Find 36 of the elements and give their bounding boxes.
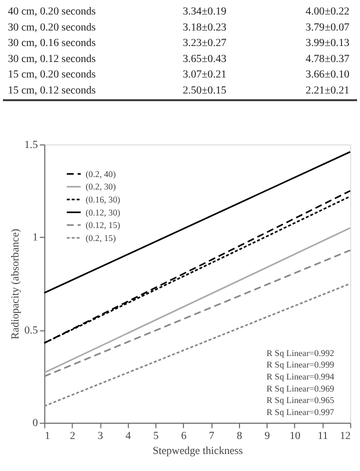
annotation: R Sq Linear=0.969 [266, 383, 335, 394]
x-tick-label: 5 [153, 430, 159, 442]
y-tick-label: 1 [32, 232, 38, 244]
text: 30 cm, 0.16 seconds 3.23±0.27 3.99±0.13 [8, 37, 350, 50]
annotation: R Sq Linear=0.997 [266, 406, 335, 417]
text: 40 cm, 0.20 seconds 3.34±0.19 4.00±0.22 [8, 6, 350, 18]
x-axis-title: Stepwedge thickness [152, 444, 243, 457]
legend-label: (0.2, 40) [86, 168, 116, 179]
x-tick-label: 9 [264, 430, 270, 442]
x-tick-label: 1 [44, 430, 50, 442]
x-tick-label: 7 [208, 430, 215, 442]
legend-label: (0.12, 15) [86, 220, 120, 230]
y-axis-title: Radiopacity (absorbance) [9, 228, 22, 340]
text: 30 cm, 0.20 seconds 3.18±0.23 3.79±0.07 [8, 21, 350, 34]
annotation: R Sq Linear=0.992 [266, 348, 334, 358]
annotation: R Sq Linear=0.999 [266, 360, 335, 370]
x-tick-label: 2 [70, 430, 76, 442]
annotation: R Sq Linear=0.994 [266, 372, 335, 382]
annotation: R Sq Linear=0.965 [266, 395, 335, 406]
legend-label: (0.12, 30) [86, 207, 120, 218]
legend-label: (0.2, 15) [86, 232, 116, 243]
x-tick-label: 6 [181, 430, 188, 442]
x-tick-label: 3 [98, 430, 104, 442]
x-tick-label: 11 [318, 430, 328, 442]
x-tick-label: 8 [236, 430, 242, 442]
text: 15 cm, 0.20 seconds 3.07±0.21 3.66±0.10 [8, 68, 350, 81]
text: 15 cm, 0.12 seconds 2.50±0.15 2.21±0.21 [8, 84, 350, 96]
x-tick-label: 10 [290, 430, 300, 442]
text: 30 cm, 0.12 seconds 3.65±0.43 4.78±0.37 [8, 52, 350, 65]
legend-label: (0.16, 30) [86, 194, 120, 204]
x-tick-label: 12 [340, 430, 351, 442]
y-tick-label: 0.5 [24, 324, 38, 336]
y-tick-label: 0 [32, 417, 38, 430]
legend-label: (0.2, 30) [86, 182, 116, 192]
x-tick-label: 4 [125, 430, 132, 442]
y-tick-label: 1.5 [24, 138, 38, 151]
